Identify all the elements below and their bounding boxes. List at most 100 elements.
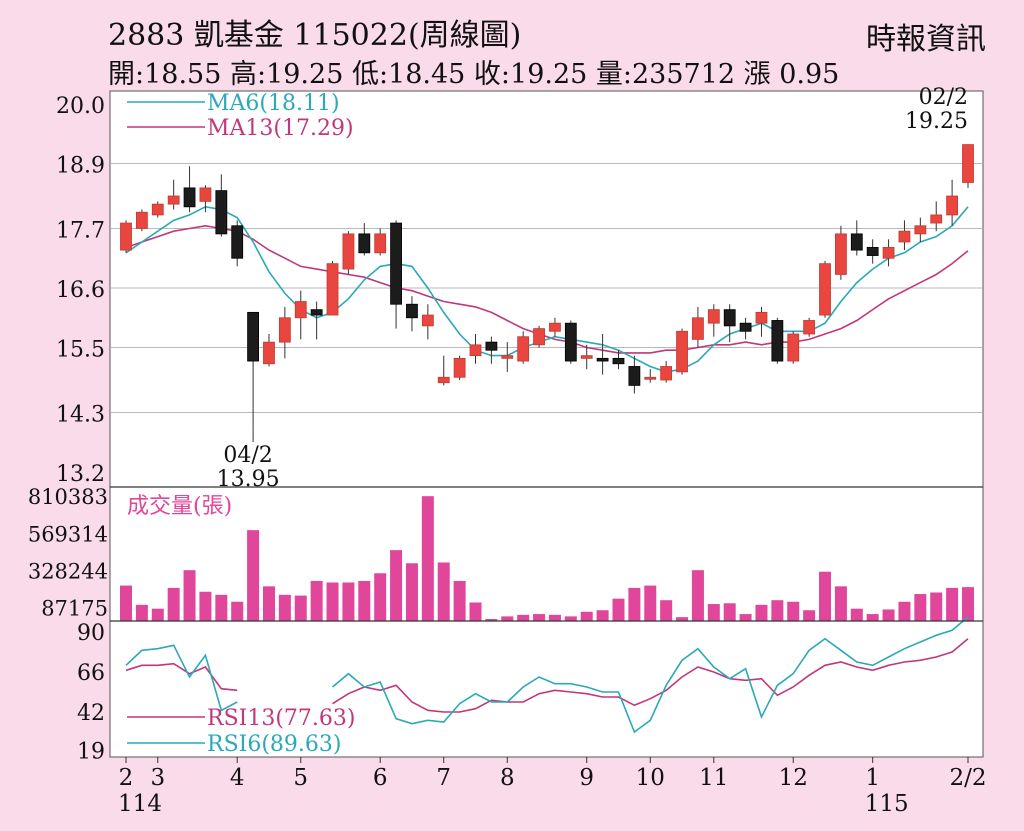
- volume-bar: [262, 586, 275, 621]
- volume-bar: [850, 608, 863, 621]
- candle-body: [549, 322, 561, 332]
- volume-bar: [453, 580, 466, 621]
- candle-body: [406, 303, 418, 319]
- candle-body: [437, 376, 450, 384]
- high-date-label: 02/2: [919, 85, 968, 110]
- candle-body: [135, 211, 148, 229]
- x-tick-label: 5: [293, 765, 308, 791]
- volume-bar: [930, 592, 943, 621]
- price-tick-label: 13.2: [56, 462, 105, 487]
- volume-bar: [215, 594, 228, 621]
- x-tick-label: 2: [119, 765, 134, 791]
- volume-tick-label: 87175: [41, 597, 108, 621]
- volume-bar: [326, 582, 339, 621]
- volume-bar: [755, 604, 768, 621]
- candle-body: [580, 355, 593, 359]
- volume-bar: [135, 604, 148, 621]
- volume-bar: [564, 616, 577, 621]
- rsi-legend-label: RSI13(77.63): [207, 706, 355, 731]
- price-tick-label: 18.9: [56, 154, 105, 179]
- ma13-line: [125, 224, 969, 354]
- x-tick-label: 11: [699, 765, 728, 791]
- source-label: 時報資訊: [866, 22, 986, 57]
- volume-bar: [914, 594, 927, 621]
- volume-bar: [199, 591, 212, 621]
- candle-body: [374, 233, 387, 254]
- volume-bar: [437, 562, 450, 621]
- rsi-lines: [125, 616, 969, 734]
- candle-body: [835, 233, 847, 275]
- volume-bar: [548, 614, 561, 621]
- low-value-label: 13.95: [217, 467, 280, 492]
- candle-body: [215, 190, 228, 235]
- volume-bar: [723, 603, 736, 621]
- moving-averages: [125, 205, 969, 373]
- chart-labels: 20.0 18.9 17.7 16.6 15.5 14.3 13.2 MA6(18.11)MA…: [28, 85, 987, 817]
- year-label: 115: [865, 791, 909, 817]
- candle-body: [294, 301, 307, 319]
- volume-bar: [691, 570, 704, 621]
- candle-body: [358, 233, 371, 254]
- ma-legend-label: MA13(17.29): [207, 116, 354, 141]
- rsi6-line: [331, 616, 969, 734]
- volume-bar: [247, 530, 260, 621]
- volume-bar: [374, 573, 387, 621]
- volume-bar: [501, 616, 514, 621]
- chart-panel: [109, 90, 984, 758]
- candle-body: [278, 317, 291, 343]
- volume-bar: [707, 604, 720, 621]
- volume-bar: [866, 614, 879, 621]
- rsi-tick-label: 19: [77, 739, 105, 764]
- candle-body: [898, 230, 911, 243]
- volume-bars: [120, 496, 974, 621]
- volume-bar: [231, 601, 244, 621]
- candle-body: [167, 195, 180, 205]
- volume-title: 成交量(張): [127, 494, 232, 519]
- volume-bar: [120, 585, 132, 621]
- price-tick-label: 14.3: [56, 402, 105, 427]
- candle-body: [612, 357, 625, 365]
- candle-body: [564, 322, 577, 362]
- candle-body: [771, 320, 784, 362]
- volume-bar: [771, 600, 784, 621]
- candle-body: [310, 309, 323, 316]
- volume-bar: [596, 610, 609, 621]
- x-tick-label: 9: [579, 765, 594, 791]
- candle-body: [723, 309, 736, 327]
- volume-bar: [834, 586, 847, 621]
- ma-legend-label: MA6(18.11): [207, 91, 340, 116]
- candle-body: [850, 233, 863, 251]
- rsi13-line: [125, 662, 238, 692]
- volume-bar: [151, 608, 164, 621]
- volume-bar: [485, 618, 498, 621]
- candle-body: [151, 203, 164, 216]
- volume-bar: [167, 587, 180, 621]
- ma6-line: [125, 205, 969, 373]
- x-tick-label: 1: [865, 765, 880, 791]
- year-label: 114: [118, 791, 162, 817]
- volume-bar: [660, 600, 673, 621]
- x-tick-label: 10: [636, 765, 665, 791]
- candle-body: [803, 320, 816, 335]
- candle-body: [628, 366, 641, 386]
- volume-bar: [898, 601, 911, 621]
- volume-bar: [183, 570, 196, 621]
- volume-bar: [469, 602, 482, 621]
- rsi-tick-label: 66: [77, 661, 105, 686]
- price-quote: 開:18.55 高:19.25 低:18.45 收:19.25 量:235712…: [108, 59, 840, 90]
- volume-bar: [644, 585, 657, 621]
- volume-bar: [803, 610, 816, 621]
- x-tick-label: 6: [373, 765, 388, 791]
- volume-bar: [358, 580, 371, 621]
- candle-body: [263, 341, 275, 365]
- x-tick-label: 4: [230, 765, 245, 791]
- low-date-label: 04/2: [223, 443, 272, 468]
- x-tick-label: 12: [779, 765, 808, 791]
- volume-bar: [962, 587, 974, 621]
- volume-bar: [676, 617, 689, 621]
- x-tick-label: 2/2: [949, 765, 986, 791]
- volume-bar: [946, 587, 959, 621]
- candle-body: [787, 333, 800, 362]
- volume-bar: [533, 614, 546, 621]
- candle-body: [644, 376, 657, 380]
